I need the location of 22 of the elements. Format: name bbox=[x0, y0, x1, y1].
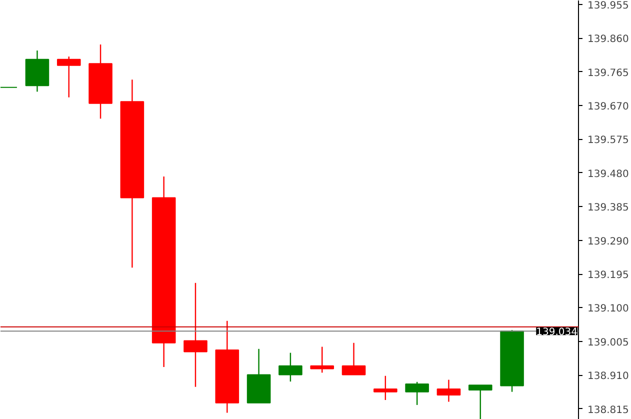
candlestick bbox=[468, 384, 492, 419]
y-tick-label: 139.575 bbox=[588, 135, 629, 146]
candlestick bbox=[278, 352, 302, 382]
candlestick bbox=[405, 381, 429, 406]
candlestick bbox=[342, 342, 366, 376]
candlestick bbox=[436, 379, 461, 402]
y-tick-label: 139.290 bbox=[588, 236, 629, 248]
candlestick bbox=[374, 375, 398, 401]
y-tick-label: 139.100 bbox=[588, 304, 629, 315]
candlestick bbox=[56, 56, 81, 98]
candlestick bbox=[310, 346, 334, 374]
y-tick-label: 139.765 bbox=[588, 68, 629, 79]
y-tick-label: 139.195 bbox=[588, 270, 629, 282]
y-tick-label: 139.005 bbox=[588, 337, 629, 348]
y-tick-label: 138.815 bbox=[588, 404, 629, 416]
y-tick-label: 139.670 bbox=[588, 102, 629, 113]
y-tick-label: 139.860 bbox=[588, 34, 629, 46]
candlestick bbox=[184, 282, 208, 388]
y-tick-label: 139.480 bbox=[588, 168, 629, 180]
y-tick-label: 139.955 bbox=[588, 0, 629, 12]
y-tick-label: 139.385 bbox=[588, 202, 629, 214]
y-tick-label: 138.910 bbox=[588, 371, 629, 382]
